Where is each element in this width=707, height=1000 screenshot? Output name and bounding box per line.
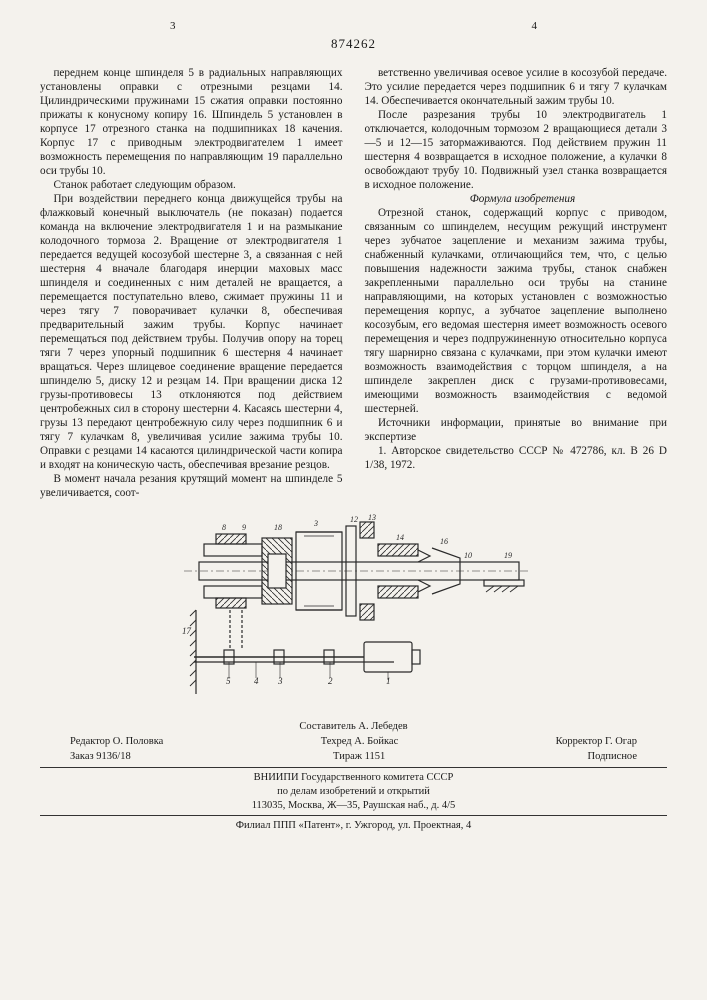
footer-line-2: по делам изобретений и открытий	[40, 785, 667, 799]
svg-text:8: 8	[222, 523, 226, 532]
svg-text:5: 5	[226, 676, 231, 686]
svg-text:19: 19	[504, 551, 512, 560]
divider-2	[40, 815, 667, 816]
podpisnoe: Подписное	[588, 750, 637, 763]
svg-text:4: 4	[254, 676, 259, 686]
col2-para-1: ветственно увеличивая осевое усилие в ко…	[365, 66, 668, 108]
order: Заказ 9136/18	[70, 750, 131, 763]
page-number-right: 4	[532, 20, 538, 34]
technical-drawing: 8 9 18 3 12 13 14 16 10 19	[164, 514, 544, 709]
col1-para-1: переднем конце шпинделя 5 в радиальных н…	[40, 66, 343, 178]
col2-para-4: 1. Авторское свидетельство СССР № 472786…	[365, 444, 668, 472]
sources-heading: Источники информации, принятые во вниман…	[365, 416, 668, 444]
svg-text:10: 10	[464, 551, 472, 560]
compiler: Составитель А. Лебедев	[299, 720, 407, 733]
document-number: 874262	[40, 36, 667, 52]
col2-para-3: Отрезной станок, содержащий корпус с при…	[365, 206, 668, 416]
footer-line-1: ВНИИПИ Государственного комитета СССР	[40, 771, 667, 785]
svg-text:12: 12	[350, 515, 358, 524]
tirazh: Тираж 1151	[333, 750, 385, 763]
credits-block: Составитель А. Лебедев Редактор О. Полов…	[40, 719, 667, 833]
divider	[40, 767, 667, 768]
svg-text:16: 16	[440, 537, 448, 546]
col1-para-4: В момент начала резания крутящий момент …	[40, 472, 343, 500]
formula-heading: Формула изобретения	[365, 192, 668, 206]
techred: Техред А. Бойкас	[321, 735, 399, 748]
page-number-left: 3	[170, 20, 176, 34]
footer: ВНИИПИ Государственного комитета СССР по…	[40, 771, 667, 833]
editor: Редактор О. Половка	[70, 735, 163, 748]
col2-para-2: После разрезания трубы 10 электродвигате…	[365, 108, 668, 192]
svg-text:17: 17	[182, 626, 192, 636]
col1-para-3: При воздействии переднего конца движущей…	[40, 192, 343, 472]
col1-para-2: Станок работает следующим образом.	[40, 178, 343, 192]
body-text: переднем конце шпинделя 5 в радиальных н…	[40, 66, 667, 500]
footer-line-3: 113035, Москва, Ж—35, Раушская наб., д. …	[40, 799, 667, 813]
svg-text:2: 2	[328, 676, 333, 686]
svg-text:18: 18	[274, 523, 282, 532]
svg-text:3: 3	[313, 519, 318, 528]
page-numbers: 3 4	[40, 20, 667, 34]
footer-line-4: Филиал ППП «Патент», г. Ужгород, ул. Про…	[40, 819, 667, 833]
svg-text:9: 9	[242, 523, 246, 532]
corrector: Корректор Г. Огар	[556, 735, 637, 748]
page: 3 4 874262 переднем конце шпинделя 5 в р…	[0, 0, 707, 1000]
svg-text:13: 13	[368, 514, 376, 522]
svg-text:14: 14	[396, 533, 404, 542]
